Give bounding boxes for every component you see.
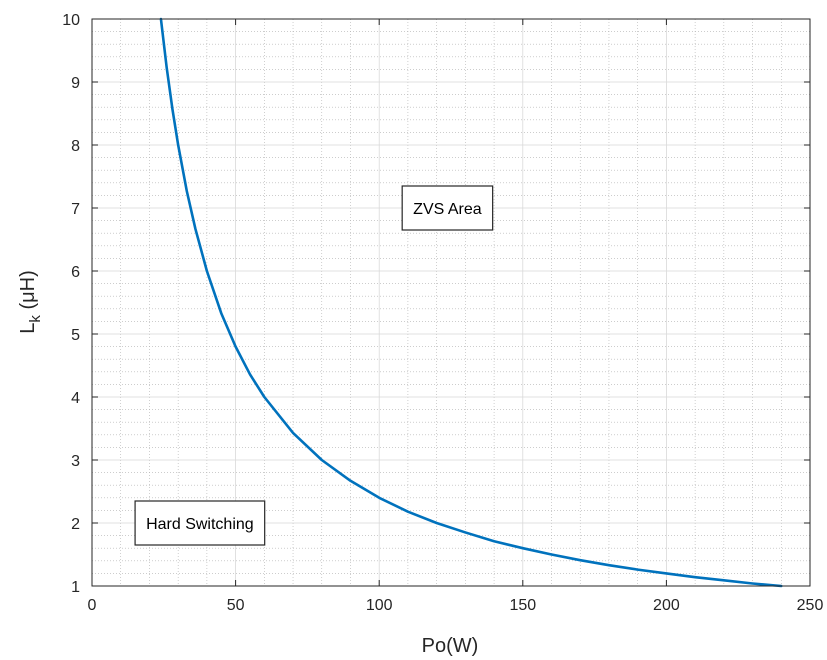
x-axis-title: Po(W)	[422, 635, 479, 657]
annotation-text: Hard Switching	[146, 516, 254, 533]
annotation-0: ZVS Area	[402, 186, 492, 230]
y-tick-label: 6	[71, 264, 80, 281]
y-tick-label: 8	[71, 138, 80, 155]
y-tick-label: 1	[71, 579, 80, 596]
x-tick-label: 200	[653, 597, 680, 614]
y-tick-label: 9	[71, 75, 80, 92]
x-tick-label: 250	[797, 597, 824, 614]
annotation-text: ZVS Area	[413, 201, 482, 218]
annotation-1: Hard Switching	[135, 501, 265, 545]
y-tick-label: 10	[62, 12, 80, 29]
y-axis-title: Lk (μH)	[17, 270, 44, 333]
y-axis-title-main: L	[17, 323, 39, 334]
x-tick-label: 0	[88, 597, 97, 614]
y-axis-title-unit: (μH)	[17, 270, 39, 315]
y-tick-label: 7	[71, 201, 80, 218]
x-tick-label: 100	[366, 597, 393, 614]
y-tick-label: 5	[71, 327, 80, 344]
x-tick-label: 150	[509, 597, 536, 614]
y-tick-label: 3	[71, 453, 80, 470]
x-tick-label: 50	[227, 597, 245, 614]
y-tick-label: 2	[71, 516, 80, 533]
y-tick-label: 4	[71, 390, 80, 407]
